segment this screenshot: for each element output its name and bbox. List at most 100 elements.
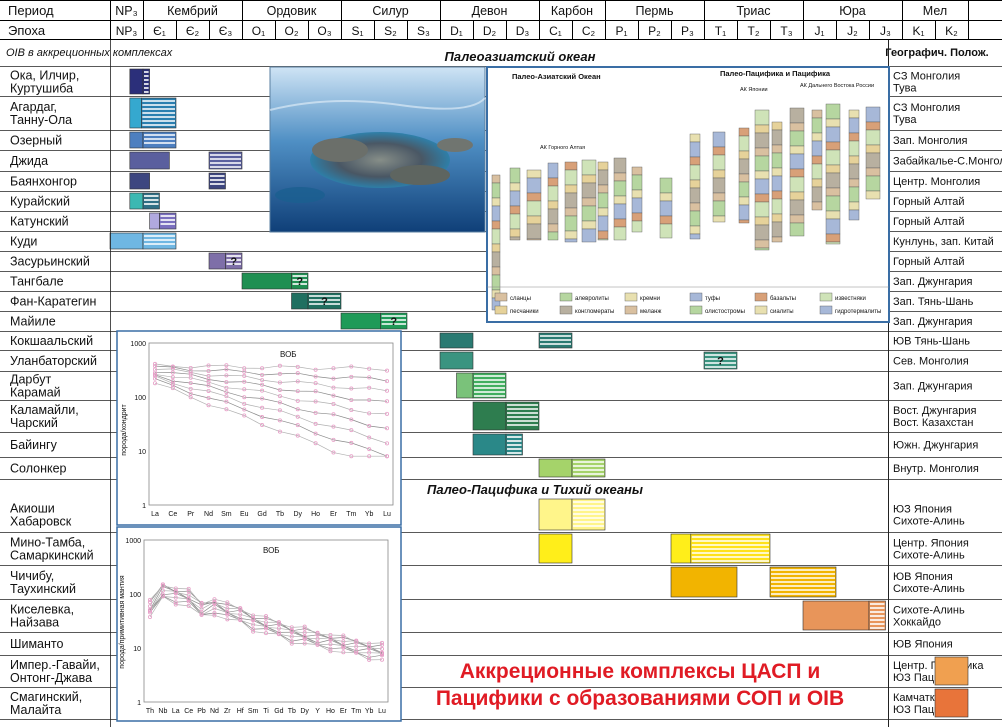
strat-column <box>526 169 542 241</box>
sample-point <box>313 399 318 404</box>
inset-japan-label: АК Японии <box>740 87 768 93</box>
sample-point <box>242 401 247 406</box>
age-bar <box>472 433 507 456</box>
sample-point <box>276 630 281 635</box>
period-label: Мел <box>923 4 947 18</box>
strat-column <box>547 162 559 241</box>
epoch-label: T₂ <box>748 24 760 38</box>
complex-rows: Ока, Илчир, Куртушиба СЗ Монголия Тува Агард… <box>0 69 1002 720</box>
period-label: Кембрий <box>167 4 218 18</box>
sample-point <box>295 423 300 428</box>
geo-position: Центр. Монголия <box>893 176 980 188</box>
sample-point <box>379 657 384 662</box>
x-tick-label: Tm <box>351 708 361 715</box>
age-bar <box>208 151 243 170</box>
x-tick-label: Er <box>330 511 338 518</box>
y-tick-label: 100 <box>134 395 146 402</box>
complex-name: Мино-Тамба, Самаркинский <box>10 536 94 563</box>
sample-point <box>331 437 336 442</box>
sample-point <box>186 603 191 608</box>
complex-row: Ока, Илчир, Куртушиба СЗ Монголия Тува <box>0 69 1002 97</box>
uncertain-mark: ? <box>230 256 237 268</box>
period-label: Триас <box>736 4 770 18</box>
age-bar <box>129 192 144 210</box>
geo-position: Центр. Япония Сихоте-Алинь <box>893 538 969 562</box>
sample-point <box>206 388 211 393</box>
geo-position: Сихоте-Алинь Хоккайдо <box>893 605 965 629</box>
sample-point <box>367 655 372 660</box>
sample-point <box>367 411 372 416</box>
x-tick-label: Dy <box>293 511 302 518</box>
geo-position: ЮВ Япония Сихоте-Алинь <box>893 571 965 595</box>
legend-label: туфы <box>705 296 720 302</box>
sample-point <box>224 394 229 399</box>
paleoasian-ocean-title: Палеоазиатский океан <box>445 49 596 64</box>
epoch-label: O₁ <box>252 24 265 38</box>
sample-point <box>224 367 229 372</box>
age-bar <box>340 312 381 330</box>
sample-point <box>224 363 229 368</box>
complex-row: Баянхонгор Центр. Монголия <box>0 175 1002 192</box>
age-bar <box>538 533 573 564</box>
sample-point <box>295 371 300 376</box>
sample-point <box>260 396 265 401</box>
sample-point <box>384 411 389 416</box>
x-tick-label: Nb <box>158 708 167 715</box>
sample-point <box>206 369 211 374</box>
epoch-label: J₂ <box>847 24 858 38</box>
sample-point <box>224 407 229 412</box>
x-tick-label: La <box>172 708 180 715</box>
x-tick-label: Ce <box>184 708 193 715</box>
legend-label: гидротермалиты <box>835 309 881 315</box>
sample-point <box>313 421 318 426</box>
sample-point <box>367 454 372 459</box>
caption: Аккреционные комплексы ЦАСП и Пацифики с… <box>436 660 844 710</box>
complex-name: Киселевка, Найзава <box>10 603 74 630</box>
sample-point <box>260 378 265 383</box>
sample-point <box>242 366 247 371</box>
sample-point <box>276 626 281 631</box>
sample-point <box>260 366 265 371</box>
sample-point <box>289 641 294 646</box>
period-label: Девон <box>472 4 508 18</box>
period-header-label: Период <box>8 3 54 18</box>
sample-point <box>277 418 282 423</box>
epoch-header-label: Эпоха <box>8 23 46 38</box>
age-bars: ????? <box>109 68 969 718</box>
sample-point <box>349 440 354 445</box>
x-tick-label: Gd <box>274 708 283 715</box>
sample-profile <box>154 382 387 457</box>
strat-column <box>631 166 643 233</box>
strat-column <box>738 127 750 224</box>
sample-point <box>367 375 372 380</box>
x-tick-label: Gd <box>257 511 266 518</box>
sample-point <box>263 614 268 619</box>
sample-point <box>160 583 165 588</box>
sample-profile <box>149 586 383 654</box>
complex-name: Каламайли, Чарский <box>10 403 79 430</box>
sample-point <box>188 381 193 386</box>
age-bar <box>670 533 692 564</box>
sample-point <box>313 367 318 372</box>
age-bar <box>571 458 606 478</box>
sample-point <box>384 454 389 459</box>
sample-point <box>260 405 265 410</box>
legend-label: меланж <box>640 309 661 315</box>
age-bar <box>241 272 292 290</box>
age-bar <box>868 600 886 631</box>
sample-point <box>331 424 336 429</box>
sample-point <box>251 629 256 634</box>
sample-point <box>160 592 165 597</box>
geo-position: Внутр. Монголия <box>893 463 979 475</box>
sample-point <box>224 385 229 390</box>
ree-spider-diagram: ВОБ порода/хондрит 1000 100 10 1 La Ce Pr Nd Sm E… <box>116 330 402 526</box>
sample-point <box>225 610 230 615</box>
age-bar: ? <box>291 272 309 290</box>
complex-row: Дарбут Карамай Зап. Джунгария <box>0 373 1002 401</box>
legend-swatch <box>624 305 638 315</box>
sample-point <box>225 617 230 622</box>
sample-point <box>302 626 307 631</box>
x-tick-label: Tm <box>346 511 356 518</box>
sample-point <box>295 379 300 384</box>
sample-point <box>295 398 300 403</box>
